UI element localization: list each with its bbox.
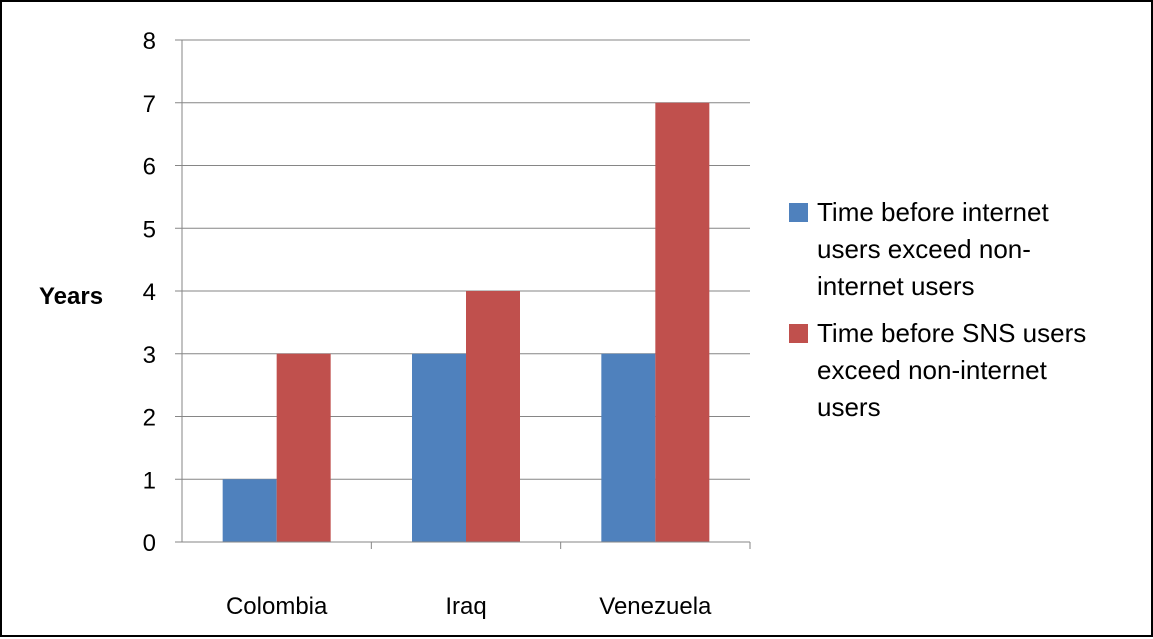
- y-tick-label: 2: [143, 405, 156, 432]
- legend-swatch: [789, 324, 808, 343]
- legend-entry-line: Time before SNS users: [817, 318, 1086, 348]
- x-tick-label: Colombia: [226, 593, 328, 620]
- legend-entry-line: users exceed non-: [817, 234, 1031, 264]
- legend-entry-line: exceed non-internet: [817, 355, 1048, 385]
- bar: [222, 479, 277, 542]
- legend-swatch: [789, 203, 808, 222]
- legend-entry-line: Time before internet: [817, 197, 1049, 227]
- y-axis-label: Years: [39, 283, 103, 310]
- y-tick-label: 6: [143, 154, 156, 181]
- y-tick-label: 3: [143, 342, 156, 369]
- y-tick-label: 8: [143, 28, 156, 55]
- y-tick-label: 1: [143, 467, 156, 494]
- y-tick-label: 7: [143, 91, 156, 118]
- y-tick-label: 5: [143, 216, 156, 243]
- bars: [222, 102, 710, 542]
- bar: [276, 353, 331, 542]
- bar: [655, 102, 710, 542]
- legend-entry: Time before SNS users exceed non-internet…: [817, 318, 1086, 422]
- legend-entry-line: users: [817, 392, 881, 422]
- legend-entry: Time before internet users exceed non-int…: [817, 197, 1049, 301]
- x-tick-label: Venezuela: [599, 593, 712, 620]
- y-tick-label: 4: [143, 279, 156, 306]
- axes: 0 1 2 3 4 5 6 7 8 Colombia Iraq Venezuela: [143, 28, 751, 620]
- y-tick-label: 0: [143, 530, 156, 557]
- legend-entry-line: internet users: [817, 271, 975, 301]
- bar: [466, 291, 520, 542]
- legend: Time before internet users exceed non-int…: [789, 197, 1086, 422]
- bar: [412, 353, 466, 542]
- bar: [601, 353, 656, 542]
- x-tick-label: Iraq: [445, 593, 486, 620]
